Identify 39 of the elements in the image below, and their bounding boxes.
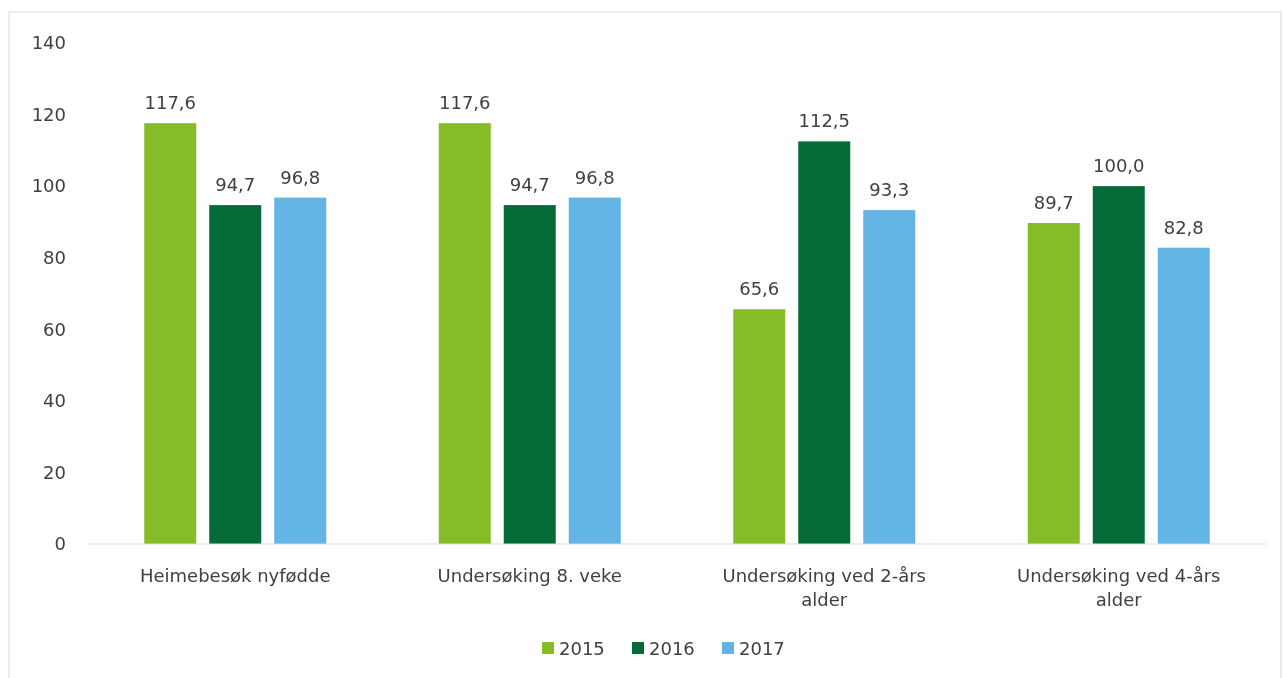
x-tick-label: Undersøking ved 4-års alder: [1017, 565, 1221, 610]
bar: [144, 123, 197, 544]
bar: [438, 123, 491, 544]
y-tick-label: 0: [54, 533, 66, 555]
legend-label: 2016: [649, 638, 695, 659]
bar: [1027, 223, 1080, 544]
data-label: 112,5: [798, 110, 851, 132]
y-tick-label: 80: [43, 246, 66, 268]
x-tick-label: Undersøking ved 2-års alder: [722, 565, 926, 610]
data-label: 100,0: [1092, 155, 1145, 177]
data-label: 82,8: [1163, 216, 1204, 238]
bar: [863, 210, 916, 544]
bar: [733, 309, 786, 544]
y-tick-label: 20: [43, 461, 66, 483]
data-label: 94,7: [215, 174, 256, 196]
legend-label: 2015: [559, 638, 605, 659]
y-tick-label: 100: [31, 175, 66, 197]
data-label: 96,8: [574, 166, 615, 188]
y-tick-label: 40: [43, 390, 66, 412]
bar: [798, 141, 851, 544]
x-tick-label: Undersøking 8. veke: [437, 565, 622, 586]
data-label: 93,3: [869, 179, 910, 201]
legend-label: 2017: [739, 638, 785, 659]
data-label: 65,6: [739, 278, 780, 300]
bar: [274, 197, 327, 544]
y-tick-label: 120: [31, 103, 66, 125]
bar: [1092, 186, 1145, 544]
bar: [209, 205, 262, 544]
bar: [568, 197, 621, 544]
y-tick-label: 140: [31, 32, 66, 54]
data-label: 117,6: [144, 92, 197, 114]
bar: [1157, 247, 1210, 544]
y-tick-label: 60: [43, 318, 66, 340]
data-label: 117,6: [438, 92, 491, 114]
x-tick-label: Heimebesøk nyfødde: [139, 565, 331, 586]
data-label: 96,8: [280, 166, 321, 188]
data-label: 89,7: [1033, 192, 1074, 213]
bar: [503, 205, 556, 544]
data-label: 94,7: [509, 174, 550, 196]
